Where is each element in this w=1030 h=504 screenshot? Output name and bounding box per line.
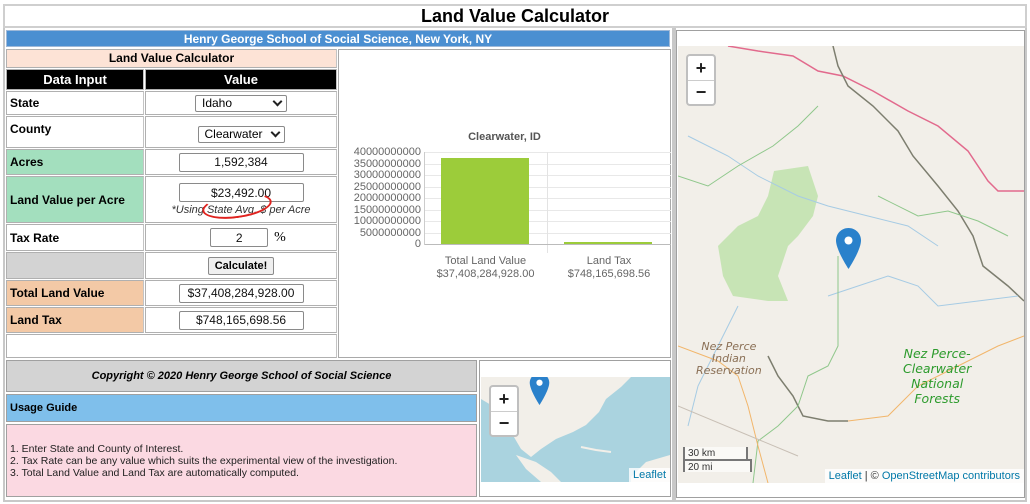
y-tick: 35000000000	[353, 157, 421, 170]
x-category: Land Tax	[586, 255, 632, 267]
chart-panel: Clearwater, ID 40000000000 35000000000 3…	[338, 49, 671, 358]
col-header-data-input: Data Input	[6, 69, 144, 90]
small-map-panel: + − Leaflet	[479, 360, 671, 497]
small-map-attribution: Leaflet	[628, 468, 670, 482]
calculate-cell: Calculate!	[145, 252, 337, 279]
org-banner: Henry George School of Social Science, N…	[6, 30, 670, 47]
small-map[interactable]: + − Leaflet	[481, 377, 670, 482]
calculate-button[interactable]: Calculate!	[207, 256, 275, 275]
county-select-value: Clearwater	[204, 127, 263, 141]
map-label-line: Forests	[914, 391, 960, 406]
copyright: Copyright © 2020 Henry George School of …	[6, 360, 477, 392]
map-marker-icon[interactable]	[836, 228, 861, 269]
usage-step: 2. Tax Rate can be any value which suits…	[10, 455, 398, 467]
land-tax-label: Land Tax	[6, 307, 144, 333]
y-tick: 10000000000	[353, 215, 421, 227]
large-map-attribution: Leaflet | © OpenStreetMap contributors	[824, 469, 1024, 483]
state-select-value: Idaho	[202, 96, 233, 110]
map-label-line: Indian	[711, 352, 746, 365]
acres-label: Acres	[6, 149, 144, 175]
attribution-separator: | ©	[861, 470, 882, 482]
y-tick: 15000000000	[353, 203, 421, 216]
large-map-panel: + − Nez Perce Indian Reservation Nez Per…	[676, 30, 1025, 498]
chevron-down-icon	[272, 96, 283, 106]
map-label-reservation: Nez Perce Indian Reservation	[696, 341, 762, 377]
x-sublabel: $37,408,284,928.00	[436, 268, 535, 280]
acres-input[interactable]: 1,592,384	[178, 152, 304, 172]
osm-link[interactable]: OpenStreetMap contributors	[881, 470, 1020, 482]
land-value-per-acre-cell: $23,492.00 *Using State Avg. $ per Acre	[145, 176, 337, 223]
state-select[interactable]: Idaho	[195, 94, 287, 112]
state-label: State	[6, 91, 144, 115]
bar-total-land-value[interactable]	[441, 158, 529, 244]
small-map-zoom-control: + −	[489, 385, 519, 437]
scale-mi: 20 mi	[683, 459, 752, 473]
chart-y-axis: 40000000000 35000000000 30000000000 2500…	[339, 146, 421, 250]
right-frame	[674, 28, 1027, 502]
land-value-per-acre-input[interactable]: $23,492.00	[178, 183, 304, 202]
leaflet-link[interactable]: Leaflet	[828, 470, 862, 482]
y-tick: 5000000000	[359, 226, 421, 239]
bar-land-tax[interactable]	[564, 242, 652, 244]
percent-unit: %	[274, 229, 286, 245]
county-select[interactable]: Clearwater	[197, 125, 285, 143]
land-tax-cell: $748,165,698.56	[145, 307, 337, 333]
tax-rate-cell: 2 %	[145, 224, 337, 251]
county-cell: Clearwater	[145, 116, 337, 148]
y-tick: 0	[414, 238, 421, 250]
x-sublabel: $748,165,698.56	[567, 268, 651, 280]
empty-row	[6, 334, 337, 358]
y-tick: 40000000000	[353, 146, 421, 158]
col-header-value: Value	[145, 69, 337, 90]
map-marker-icon[interactable]	[527, 377, 552, 405]
county-label: County	[6, 116, 144, 148]
map-label-line: Nez Perce-	[903, 346, 971, 361]
usage-guide-body: 1. Enter State and County of Interest. 2…	[6, 424, 477, 497]
state-avg-note: *Using State Avg. $ per Acre	[171, 189, 311, 223]
leaflet-link[interactable]: Leaflet	[632, 469, 666, 481]
x-label-total-land-value: Total Land Value $37,408,284,928.00	[424, 255, 547, 281]
usage-guide-title: Usage Guide	[6, 394, 477, 422]
tax-rate-label: Tax Rate	[6, 224, 144, 251]
x-label-land-tax: Land Tax $748,165,698.56	[547, 255, 671, 281]
large-map-zoom-control: + −	[686, 54, 716, 106]
map-label-line: Nez Perce	[701, 340, 757, 353]
calculate-row-spacer	[6, 252, 144, 279]
large-map-zoom-in-button[interactable]: +	[695, 57, 707, 78]
state-avg-note-text: *Using State Avg. $ per Acre	[171, 204, 311, 216]
land-value-per-acre-label: Land Value per Acre	[6, 176, 144, 223]
left-frame	[3, 28, 674, 502]
tax-rate-input[interactable]: 2	[210, 228, 269, 247]
large-map-tiles	[678, 46, 1024, 483]
map-label-line: National	[911, 376, 964, 391]
usage-step: 3. Total Land Value and Land Tax are aut…	[10, 467, 299, 479]
land-tax-output[interactable]: $748,165,698.56	[178, 310, 304, 330]
total-land-value-cell: $37,408,284,928.00	[145, 280, 337, 306]
chart-title: Clearwater, ID	[468, 131, 541, 143]
state-cell: Idaho	[145, 91, 337, 115]
page-title: Land Value Calculator	[3, 4, 1027, 28]
total-land-value-label: Total Land Value	[6, 280, 144, 306]
map-scale: 30 km 20 mi	[683, 447, 752, 473]
large-map-zoom-out-button[interactable]: −	[688, 80, 714, 104]
acres-cell: 1,592,384	[145, 149, 337, 175]
large-map[interactable]: + − Nez Perce Indian Reservation Nez Per…	[678, 46, 1024, 483]
map-label-forest: Nez Perce- Clearwater National Forests	[903, 346, 971, 406]
x-category: Total Land Value	[444, 255, 527, 267]
y-tick: 20000000000	[353, 192, 421, 204]
usage-step: 1. Enter State and County of Interest.	[10, 443, 184, 455]
map-label-line: Reservation	[696, 364, 762, 377]
chevron-down-icon	[270, 127, 280, 137]
small-map-zoom-in-button[interactable]: +	[498, 388, 510, 409]
small-map-zoom-out-button[interactable]: −	[491, 411, 517, 435]
y-tick: 30000000000	[353, 169, 421, 181]
total-land-value-output[interactable]: $37,408,284,928.00	[178, 283, 304, 303]
calculator-title: Land Value Calculator	[6, 49, 337, 68]
chart-plot-area	[424, 152, 671, 253]
map-label-line: Clearwater	[903, 361, 972, 376]
y-tick: 25000000000	[353, 180, 421, 193]
